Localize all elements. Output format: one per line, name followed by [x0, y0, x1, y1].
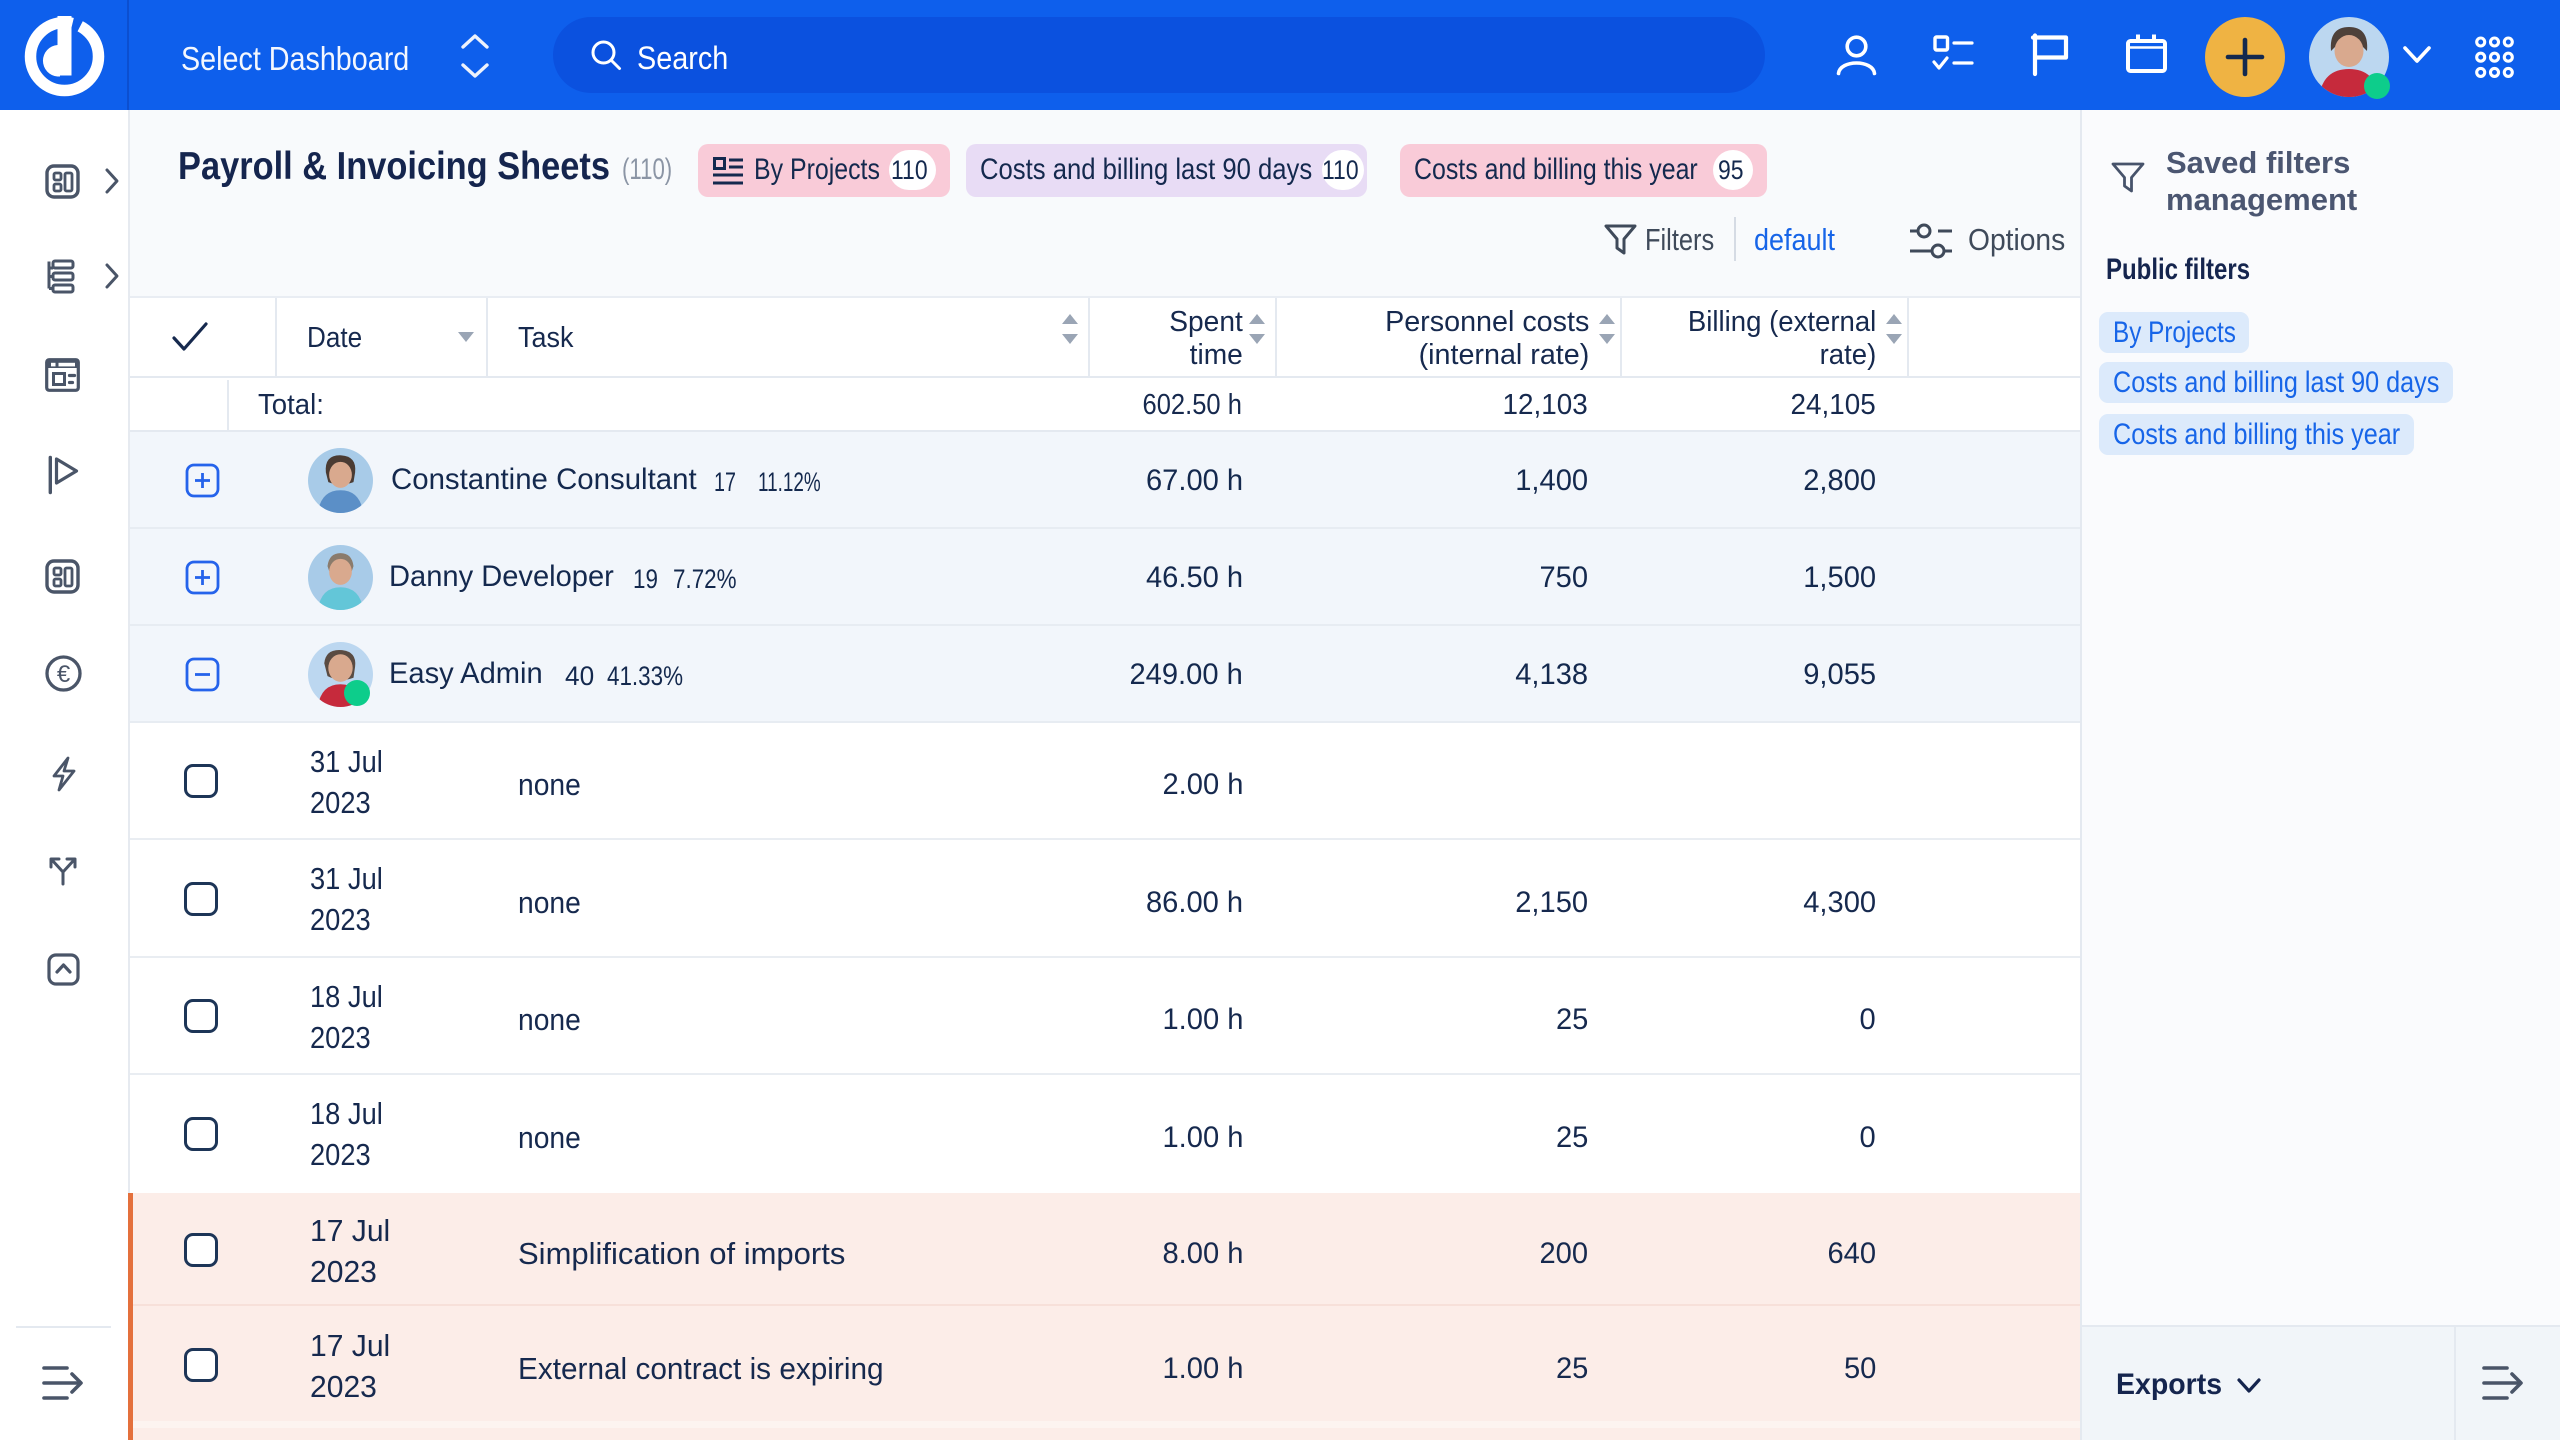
svg-text:€: €: [57, 661, 71, 688]
